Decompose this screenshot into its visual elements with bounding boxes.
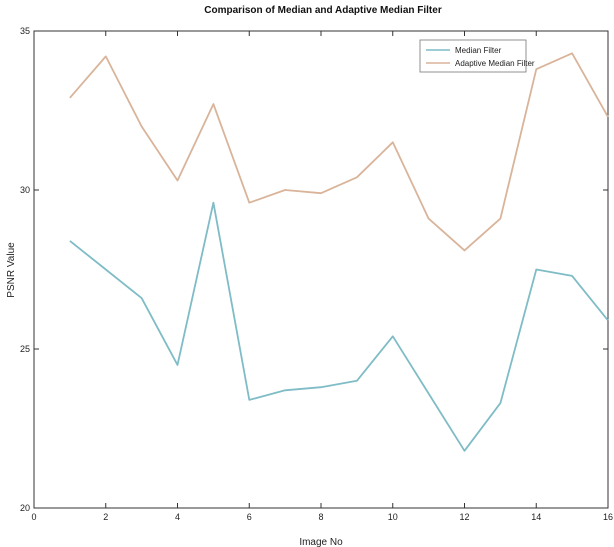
plot-area <box>33 30 609 509</box>
y-tick-label: 20 <box>20 503 30 513</box>
x-tick-label: 0 <box>31 512 36 522</box>
x-tick-label: 14 <box>531 512 541 522</box>
chart-title: Comparison of Median and Adaptive Median… <box>204 5 442 16</box>
x-tick-label: 6 <box>247 512 252 522</box>
y-tick-label: 35 <box>20 26 30 36</box>
y-tick-label: 30 <box>20 185 30 195</box>
x-tick-label: 10 <box>388 512 398 522</box>
x-axis-label: Image No <box>299 537 343 547</box>
axis-ticks: 0 2 4 6 8 10 12 14 16 20 25 30 35 <box>20 26 613 522</box>
y-axis-label: PSNR Value <box>6 242 17 298</box>
series-line-adaptive-median-filter <box>69 52 609 252</box>
series-lines <box>69 52 609 452</box>
x-tick-label: 4 <box>175 512 180 522</box>
y-tick-label: 25 <box>20 344 30 354</box>
x-tick-label: 8 <box>318 512 323 522</box>
legend: Median Filter Adaptive Median Filter <box>419 39 535 73</box>
legend-label-median-filter: Median Filter <box>455 46 502 55</box>
x-tick-label: 16 <box>603 512 613 522</box>
legend-label-adaptive-median-filter: Adaptive Median Filter <box>455 59 535 68</box>
series-line-median-filter <box>69 201 609 452</box>
x-tick-label: 12 <box>459 512 469 522</box>
legend-box <box>419 39 527 73</box>
x-tick-label: 2 <box>103 512 108 522</box>
